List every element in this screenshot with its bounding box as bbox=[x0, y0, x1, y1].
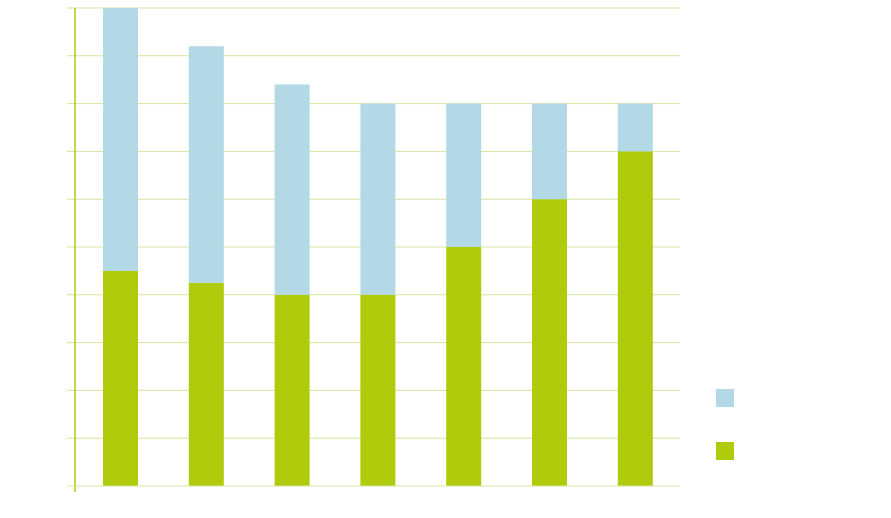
bar-upper-4 bbox=[360, 103, 396, 295]
bar-lower-1 bbox=[103, 270, 138, 486]
bar-lower-6 bbox=[532, 199, 567, 486]
bar-lower-4 bbox=[360, 294, 396, 486]
bar-upper-7 bbox=[617, 103, 653, 152]
bar-upper-1 bbox=[103, 8, 138, 271]
legend-swatch-upper-series bbox=[716, 389, 734, 407]
bar-upper-5 bbox=[446, 103, 482, 247]
bar-lower-7 bbox=[617, 151, 653, 486]
bar-lower-5 bbox=[446, 247, 482, 486]
bar-lower-3 bbox=[274, 294, 310, 486]
y-axis bbox=[67, 8, 680, 492]
bar-upper-2 bbox=[188, 46, 224, 283]
bar-upper-6 bbox=[532, 103, 567, 200]
legend-swatch-lower-series bbox=[716, 442, 734, 460]
bar-upper-3 bbox=[274, 84, 310, 295]
bar-lower-2 bbox=[188, 282, 224, 486]
bars bbox=[103, 8, 653, 486]
